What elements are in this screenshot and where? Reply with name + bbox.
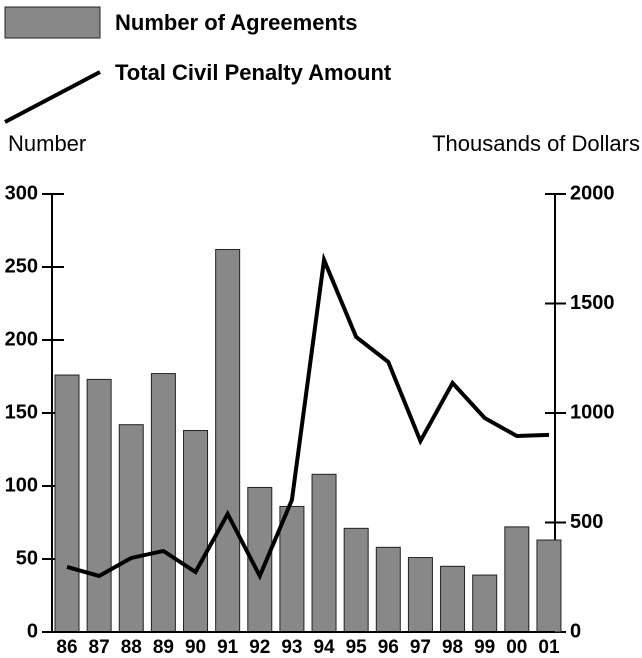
x-tick-label: 01 (538, 637, 560, 658)
bar (150, 373, 176, 633)
bar (472, 574, 498, 633)
bar (343, 527, 369, 633)
x-tick-label: 91 (217, 637, 239, 658)
y2-tick-label: 1500 (570, 292, 615, 314)
x-tick-label: 00 (506, 637, 527, 658)
x-tick-label: 97 (410, 637, 431, 658)
x-tick-label: 89 (153, 637, 174, 658)
bar (183, 430, 209, 633)
x-tick-label: 98 (442, 637, 463, 658)
y2-axis-label: Thousands of Dollars (432, 131, 640, 156)
x-tick-label: 94 (313, 637, 335, 658)
x-tick-label: 88 (121, 637, 142, 658)
legend-swatch (4, 70, 101, 124)
y-axis-label: Number (8, 131, 86, 156)
legend-swatch (4, 6, 101, 39)
bar (375, 546, 401, 633)
y-tick-label: 200 (5, 328, 38, 350)
x-tick-label: 90 (185, 637, 206, 658)
bar (536, 539, 562, 633)
y-tick-label: 300 (5, 182, 38, 204)
y-tick-label: 50 (16, 547, 38, 569)
bar (311, 473, 337, 633)
bar (440, 565, 466, 633)
y2-tick-label: 1000 (570, 401, 615, 423)
bar (86, 378, 112, 633)
bar (504, 526, 530, 633)
legend-label: Total Civil Penalty Amount (115, 60, 392, 85)
y-tick-label: 250 (5, 255, 38, 277)
x-tick-label: 99 (474, 637, 495, 658)
x-tick-label: 95 (346, 637, 368, 658)
x-tick-label: 92 (249, 637, 270, 658)
bar (407, 557, 433, 633)
y-tick-label: 100 (5, 474, 38, 496)
x-tick-label: 96 (378, 637, 399, 658)
bar (118, 424, 144, 633)
y2-tick-label: 2000 (570, 182, 615, 204)
x-tick-label: 86 (56, 637, 77, 658)
x-tick-label: 87 (89, 637, 110, 658)
y2-tick-label: 500 (570, 511, 603, 533)
y-tick-label: 0 (27, 620, 38, 642)
y-tick-label: 150 (5, 401, 38, 423)
legend-label: Number of Agreements (115, 10, 357, 35)
x-tick-label: 93 (281, 637, 302, 658)
line (66, 252, 550, 581)
bar (215, 248, 241, 633)
bar (54, 374, 80, 633)
y2-tick-label: 0 (570, 620, 581, 642)
bar (279, 505, 305, 633)
